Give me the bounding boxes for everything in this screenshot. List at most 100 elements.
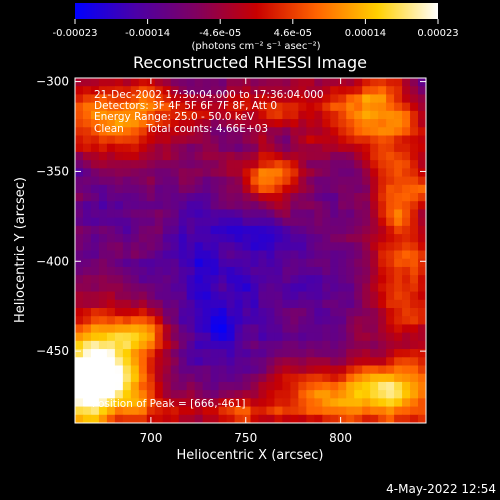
heatmap-cell: [202, 184, 212, 194]
heatmap-cell: [210, 381, 220, 391]
heatmap-cell: [322, 151, 331, 161]
heatmap-cell: [194, 184, 204, 194]
heatmap-cell: [242, 291, 252, 301]
heatmap-cell: [234, 94, 244, 104]
heatmap-cell: [290, 135, 299, 145]
heatmap-cell: [146, 258, 156, 268]
heatmap-cell: [386, 414, 395, 423]
heatmap-cell: [170, 324, 180, 334]
heatmap-cell: [178, 110, 188, 120]
heatmap-cell: [226, 340, 236, 350]
heatmap-cell: [130, 225, 140, 235]
heatmap-cell: [330, 357, 339, 367]
heatmap-cell: [122, 127, 132, 137]
heatmap-cell: [322, 324, 331, 334]
heatmap-cell: [106, 209, 116, 219]
heatmap-cell: [186, 151, 196, 161]
heatmap-cell: [90, 127, 100, 137]
heatmap-cell: [418, 78, 426, 87]
heatmap-cell: [122, 209, 132, 219]
heatmap-cell: [82, 184, 92, 194]
heatmap-cell: [250, 160, 260, 169]
heatmap-cell: [98, 110, 108, 120]
heatmap-cell: [274, 250, 284, 260]
heatmap-cell: [186, 365, 196, 375]
heatmap-cell: [266, 193, 276, 202]
heatmap-cell: [330, 291, 339, 301]
heatmap-cell: [338, 225, 347, 235]
heatmap-cell: [75, 324, 84, 334]
heatmap-cell: [346, 234, 355, 243]
heatmap-cell: [154, 119, 164, 128]
heatmap-cell: [274, 398, 284, 408]
heatmap-cell: [346, 86, 355, 96]
heatmap-cell: [274, 119, 284, 128]
heatmap-cell: [402, 406, 411, 416]
heatmap-cell: [394, 398, 403, 408]
heatmap-cell: [234, 324, 244, 334]
heatmap-cell: [418, 102, 426, 112]
heatmap-cell: [114, 151, 124, 161]
heatmap-cell: [210, 414, 220, 423]
annotation-time-range: 21-Dec-2002 17:30:04.000 to 17:36:04.000: [94, 89, 324, 101]
heatmap-cell: [322, 266, 331, 276]
heatmap-cell: [330, 217, 339, 227]
heatmap-cell: [306, 176, 315, 186]
heatmap-cell: [410, 78, 419, 87]
heatmap-cell: [106, 365, 116, 375]
heatmap-cell: [98, 250, 108, 260]
heatmap-cell: [354, 201, 363, 211]
heatmap-cell: [114, 299, 124, 309]
heatmap-cell: [122, 299, 132, 309]
heatmap-cell: [226, 209, 236, 219]
heatmap-cell: [258, 332, 268, 342]
heatmap-cell: [218, 94, 228, 104]
heatmap-cell: [154, 143, 164, 153]
heatmap-cell: [98, 78, 108, 87]
heatmap-cell: [370, 86, 379, 96]
heatmap-cell: [378, 201, 387, 211]
heatmap-cell: [194, 176, 204, 186]
heatmap-cell: [402, 324, 411, 334]
heatmap-cell: [154, 234, 164, 243]
heatmap-cell: [146, 340, 156, 350]
heatmap-cell: [82, 373, 92, 383]
heatmap-cell: [202, 299, 212, 309]
heatmap-cell: [170, 258, 180, 268]
heatmap-cell: [154, 94, 164, 104]
heatmap-cell: [122, 283, 132, 293]
heatmap-cell: [282, 209, 291, 219]
heatmap-cell: [386, 168, 395, 178]
heatmap-cell: [202, 86, 212, 96]
heatmap-cell: [114, 209, 124, 219]
heatmap-cell: [394, 291, 403, 301]
heatmap-cell: [218, 135, 228, 145]
heatmap-cell: [170, 135, 180, 145]
heatmap-cell: [218, 102, 228, 112]
heatmap-cell: [122, 349, 132, 358]
heatmap-cell: [346, 127, 355, 137]
heatmap-cell: [130, 398, 140, 408]
heatmap-cell: [90, 102, 100, 112]
heatmap-cell: [82, 291, 92, 301]
heatmap-cell: [410, 119, 419, 128]
heatmap-cell: [266, 78, 276, 87]
heatmap-cell: [282, 168, 291, 178]
heatmap-cell: [346, 398, 355, 408]
heatmap-cell: [194, 209, 204, 219]
heatmap-cell: [338, 160, 347, 169]
heatmap-cell: [82, 390, 92, 399]
heatmap-cell: [210, 201, 220, 211]
heatmap-cell: [242, 234, 252, 243]
heatmap-cell: [266, 299, 276, 309]
heatmap-cell: [75, 340, 84, 350]
heatmap-cell: [330, 151, 339, 161]
heatmap-cell: [106, 390, 116, 399]
heatmap-cell: [322, 258, 331, 268]
heatmap-cell: [282, 193, 291, 202]
heatmap-cell: [178, 414, 188, 423]
heatmap-cell: [162, 225, 172, 235]
heatmap-cell: [298, 324, 307, 334]
heatmap-cell: [90, 390, 100, 399]
heatmap-cell: [162, 406, 172, 416]
